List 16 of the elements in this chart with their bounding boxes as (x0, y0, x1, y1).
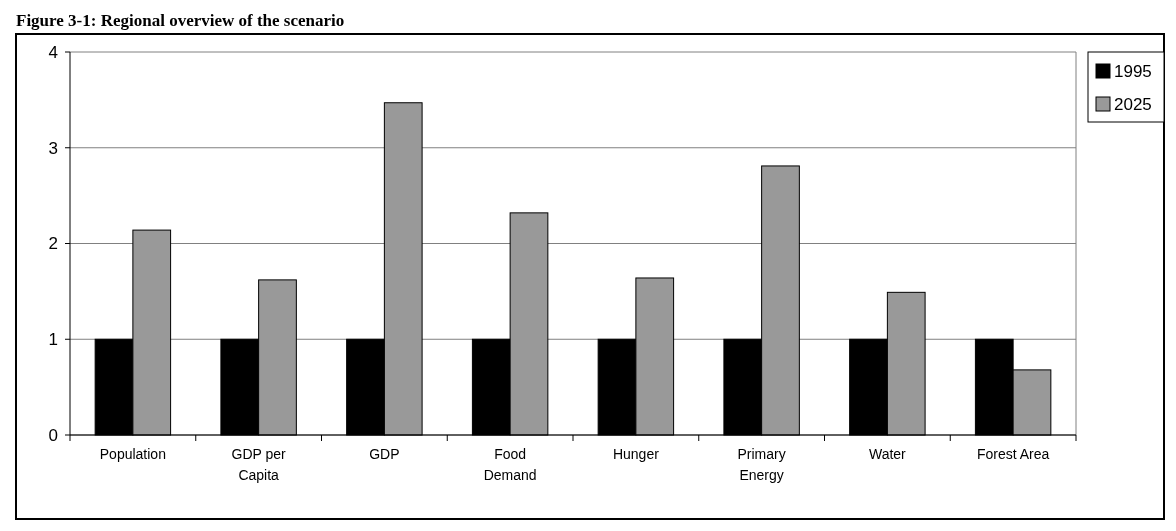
x-tick-label: Forest Area (976, 446, 1050, 462)
chart-title: Figure 3-1: Regional overview of the scenario (16, 11, 345, 30)
legend-label: 2025 (1114, 94, 1152, 114)
x-tick-label: GDP per Capita (231, 446, 287, 483)
y-tick-label: 0 (48, 425, 58, 445)
y-tick-label: 2 (48, 234, 58, 254)
legend-label: 1995 (1114, 61, 1152, 81)
y-tick-label: 3 (48, 138, 58, 158)
y-tick-label: 4 (48, 42, 58, 62)
x-tick-label: GDP (369, 446, 400, 462)
x-tick-label: Water (868, 446, 907, 462)
x-tick-label: Population (99, 446, 166, 462)
x-tick-label: Food Demand (483, 446, 537, 483)
x-tick-label: Hunger (612, 446, 660, 462)
y-tick-label: 1 (48, 330, 58, 350)
x-tick-label: Primary Energy (737, 446, 786, 483)
